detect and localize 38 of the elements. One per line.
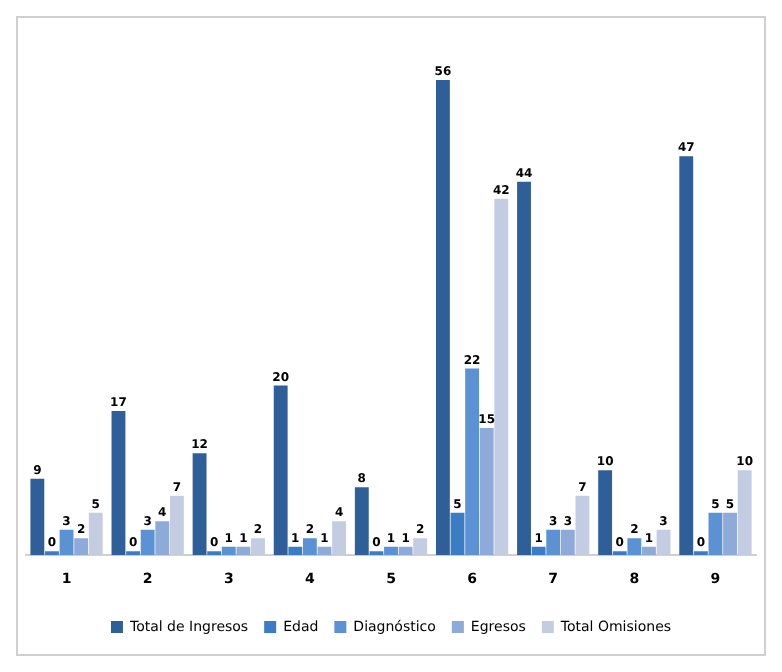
bar	[221, 546, 236, 556]
bar	[354, 487, 369, 556]
bar	[435, 79, 450, 556]
bar	[140, 529, 155, 556]
bar	[465, 368, 480, 556]
bar	[679, 156, 694, 556]
bar	[74, 538, 89, 556]
bar	[494, 198, 509, 556]
bar	[546, 529, 561, 556]
bar	[251, 538, 265, 556]
bar	[479, 427, 494, 556]
bar	[236, 546, 251, 556]
bar	[59, 529, 74, 556]
bar	[560, 529, 575, 556]
bar	[575, 495, 590, 556]
bar	[531, 546, 546, 556]
bar	[384, 546, 398, 556]
bar	[708, 512, 723, 556]
bar	[723, 512, 737, 556]
bar	[288, 546, 303, 556]
bar	[192, 453, 207, 556]
bar	[517, 181, 531, 556]
bar	[450, 512, 465, 556]
bar	[273, 385, 288, 556]
bar	[302, 538, 317, 556]
bar	[332, 521, 347, 556]
bar	[111, 410, 126, 556]
bar	[413, 538, 428, 556]
bar	[598, 470, 613, 556]
bar	[30, 478, 45, 556]
bar	[155, 521, 170, 556]
bar	[656, 529, 671, 556]
bar	[169, 495, 184, 556]
bar	[642, 546, 656, 556]
bar	[398, 546, 413, 556]
bar	[627, 538, 642, 556]
bar	[737, 470, 752, 556]
bar	[88, 512, 103, 556]
